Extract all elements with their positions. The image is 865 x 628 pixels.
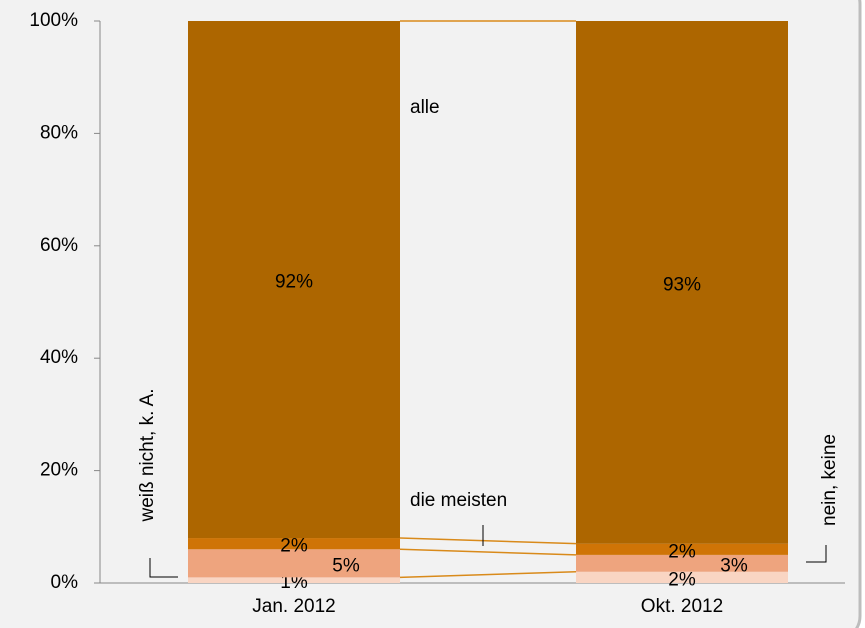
data-label: 1% <box>280 572 308 593</box>
y-tick-label: 20% <box>40 460 78 481</box>
bar-segment <box>576 21 788 544</box>
series-name: nein, keine <box>819 434 840 526</box>
series-line <box>399 548 577 556</box>
leader <box>806 545 827 563</box>
x-tick-label: Jan. 2012 <box>252 596 335 617</box>
bar-segment <box>188 21 400 539</box>
bar-segment <box>576 543 788 555</box>
bar-segment <box>188 549 400 578</box>
y-tick-label: 100% <box>29 10 78 31</box>
data-label: 2% <box>280 536 308 557</box>
y-tick-label: 40% <box>40 347 78 368</box>
y-tick-label: 0% <box>51 572 79 593</box>
data-label: 2% <box>668 541 696 562</box>
bar-segment <box>576 554 788 572</box>
series-name: alle <box>410 97 440 118</box>
data-label: 92% <box>275 272 313 293</box>
series-line <box>399 537 577 545</box>
bar-segment <box>576 571 788 583</box>
data-label: 5% <box>332 555 360 576</box>
data-label: 2% <box>668 569 696 590</box>
bar-segment <box>188 538 400 550</box>
data-label: 93% <box>663 274 701 295</box>
data-label: 3% <box>720 555 748 576</box>
series-name: weiß nicht, k. A. <box>137 388 158 522</box>
series-name: die meisten <box>410 490 507 511</box>
x-tick-label: Okt. 2012 <box>641 596 723 617</box>
series-line <box>399 571 577 579</box>
y-tick-label: 60% <box>40 235 78 256</box>
leader <box>149 558 178 578</box>
y-tick-label: 80% <box>40 122 78 143</box>
bar-segment <box>188 577 400 583</box>
